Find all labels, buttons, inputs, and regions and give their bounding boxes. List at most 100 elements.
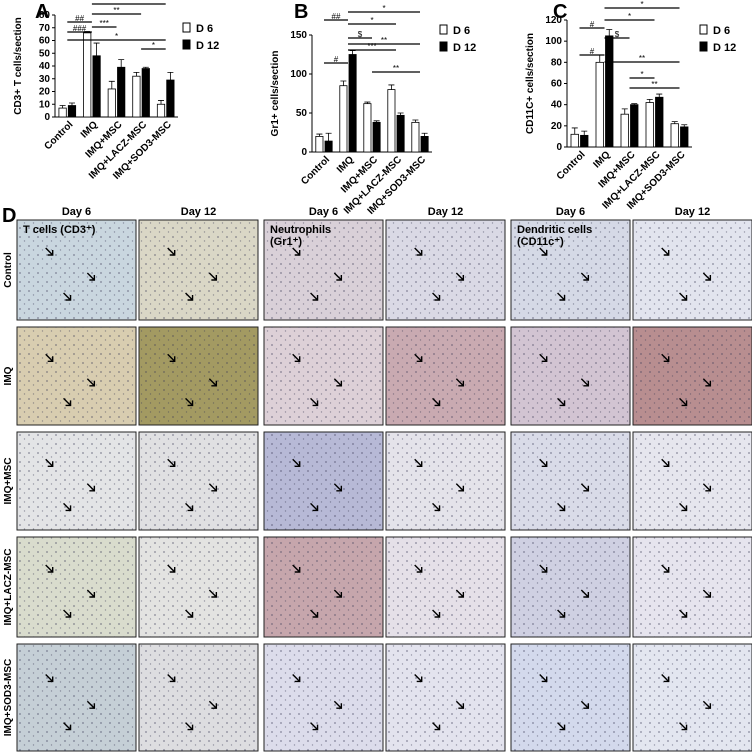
row-label: IMQ+MSC xyxy=(3,458,14,505)
error-bar xyxy=(158,100,165,105)
significance-label: *** xyxy=(367,42,376,51)
legend-swatch xyxy=(439,41,448,52)
arrow xyxy=(679,292,688,301)
arrow xyxy=(414,353,423,362)
x-tick-label: Control xyxy=(555,149,588,182)
row-label: IMQ+LACZ-MSC xyxy=(3,549,14,626)
arrow xyxy=(86,589,96,598)
legend-label: D 12 xyxy=(196,40,219,52)
bar xyxy=(166,79,175,118)
arrow xyxy=(86,272,96,281)
micrograph-texture xyxy=(139,220,258,320)
arrow xyxy=(432,397,441,407)
arrow xyxy=(185,397,194,407)
significance-label: ** xyxy=(393,64,399,73)
significance-label: # xyxy=(590,47,595,56)
error-bar xyxy=(68,102,75,106)
arrow xyxy=(167,673,176,683)
arrow xyxy=(702,700,712,709)
error-bar xyxy=(167,71,174,81)
arrow xyxy=(455,589,465,598)
bar xyxy=(132,75,141,118)
column-header: Day 12 xyxy=(675,206,710,218)
arrow xyxy=(702,272,712,281)
y-tick-label: 100 xyxy=(545,36,562,47)
arrow xyxy=(45,673,54,683)
bar xyxy=(411,121,420,153)
significance-label: ** xyxy=(639,54,645,63)
arrow xyxy=(333,378,343,387)
group-title: Dendritic cells xyxy=(517,224,592,236)
bar xyxy=(67,105,77,118)
arrow xyxy=(539,353,548,362)
arrow xyxy=(185,292,194,301)
y-tick-label: 0 xyxy=(556,142,562,153)
arrow xyxy=(185,609,194,618)
panel-label: C xyxy=(553,1,567,23)
error-bar xyxy=(340,80,347,86)
significance-label: ### xyxy=(73,24,87,33)
arrow xyxy=(63,292,72,301)
error-bar xyxy=(571,127,578,135)
arrow xyxy=(661,673,670,683)
arrow xyxy=(679,397,688,407)
bar xyxy=(141,68,150,118)
bar xyxy=(83,32,92,118)
error-bar xyxy=(142,66,149,69)
micrograph-texture xyxy=(17,327,136,425)
bar xyxy=(670,123,679,148)
arrow xyxy=(208,378,218,387)
arrow xyxy=(333,700,343,709)
bar xyxy=(605,35,614,148)
micrograph-texture xyxy=(264,327,383,425)
arrow xyxy=(679,502,688,512)
error-bar xyxy=(421,132,428,137)
error-bar xyxy=(681,124,688,127)
arrow xyxy=(414,247,423,256)
bar xyxy=(680,126,689,148)
y-tick-label: 40 xyxy=(39,61,51,72)
micrograph-texture xyxy=(633,432,752,530)
row-label: Control xyxy=(3,252,14,288)
arrow xyxy=(702,589,712,598)
significance-label: ## xyxy=(75,14,84,23)
arrow xyxy=(580,700,590,709)
arrow xyxy=(86,483,96,492)
x-tick-label: Control xyxy=(299,154,332,187)
arrow xyxy=(208,272,218,281)
micrograph-texture xyxy=(17,432,136,530)
x-tick-label: Control xyxy=(43,119,76,152)
arrow xyxy=(539,673,548,683)
column-header: Day 12 xyxy=(428,206,463,218)
micrograph-texture xyxy=(386,537,505,637)
bar xyxy=(396,114,405,153)
arrow xyxy=(208,483,218,492)
y-tick-label: 120 xyxy=(545,15,562,26)
arrow xyxy=(702,483,712,492)
panel-label: B xyxy=(294,1,308,23)
error-bar xyxy=(412,119,419,123)
arrow xyxy=(580,378,590,387)
bar xyxy=(620,113,629,148)
micrograph-texture xyxy=(264,432,383,530)
x-tick-label: IMQ xyxy=(79,119,100,140)
arrow xyxy=(45,458,54,467)
arrow xyxy=(310,722,319,731)
y-tick-label: 60 xyxy=(39,36,51,47)
legend-swatch xyxy=(699,41,708,52)
micrograph-texture xyxy=(511,537,630,637)
y-tick-label: 70 xyxy=(39,23,51,34)
group-title: T cells (CD3⁺) xyxy=(23,224,96,236)
micrograph-texture xyxy=(264,644,383,751)
y-tick-label: 50 xyxy=(296,108,308,119)
bar xyxy=(630,104,639,148)
arrow xyxy=(63,502,72,512)
error-bar xyxy=(656,93,663,98)
arrow xyxy=(167,353,176,362)
arrow xyxy=(557,502,566,512)
column-header: Day 6 xyxy=(556,206,585,218)
bar xyxy=(339,85,348,153)
arrow xyxy=(580,589,590,598)
micrograph-texture xyxy=(386,644,505,751)
micrograph-texture xyxy=(17,220,136,320)
